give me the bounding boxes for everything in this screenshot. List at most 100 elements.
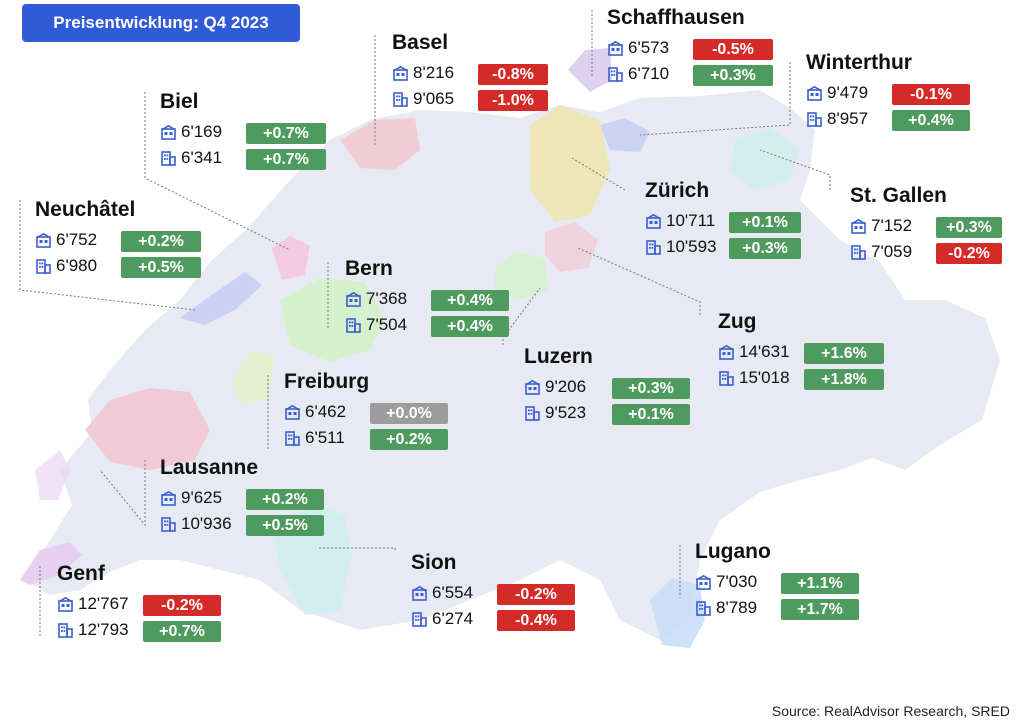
city-name: Winterthur xyxy=(806,51,912,74)
apartment-row: 6'554 xyxy=(411,582,473,604)
apartment-price: 6'752 xyxy=(56,230,98,249)
region-biel xyxy=(272,236,310,280)
city-name: Genf xyxy=(57,562,105,585)
city-lugano: Lugano 7'030 8'789 +1.1% +1.7% xyxy=(695,539,859,623)
city-name: Freiburg xyxy=(284,370,370,393)
city-name: Neuchâtel xyxy=(35,198,136,221)
house-row: 10'936 xyxy=(160,513,258,535)
city-bern: Bern 7'368 7'504 +0.4% +0.4% xyxy=(345,256,509,340)
apartment-change-badge: +0.4% xyxy=(431,290,509,311)
city-basel: Basel 8'216 9'065 -0.8% -1.0% xyxy=(392,30,548,114)
region-basel xyxy=(340,118,420,170)
apartment-icon xyxy=(607,40,624,57)
apartment-price: 7'152 xyxy=(871,216,913,235)
source-note: Source: RealAdvisor Research, SRED xyxy=(771,703,1010,719)
house-icon xyxy=(160,150,177,167)
apartment-change-badge: -0.2% xyxy=(497,584,575,605)
house-price: 7'059 xyxy=(871,242,913,261)
region-stgallen xyxy=(730,128,800,190)
apartment-row: 6'573 xyxy=(607,37,745,59)
apartment-price: 10'711 xyxy=(666,211,716,230)
region-zug xyxy=(545,222,598,272)
city-winterthur: Winterthur 9'479 8'957 -0.1% +0.4% xyxy=(806,50,970,134)
apartment-icon xyxy=(411,585,428,602)
house-change-badge: +1.8% xyxy=(804,369,884,390)
city-name: Basel xyxy=(392,31,449,54)
region-genf-upper xyxy=(35,450,70,500)
region-bern xyxy=(280,278,385,362)
apartment-row: 12'767 xyxy=(57,593,129,615)
house-change-badge: +0.3% xyxy=(693,65,773,86)
house-icon xyxy=(392,91,409,108)
city-name: Sion xyxy=(411,551,457,574)
city-zug: Zug 14'631 15'018 +1.6% +1.8% xyxy=(718,309,884,393)
house-price: 10'936 xyxy=(181,514,232,533)
apartment-row: 9'625 xyxy=(160,487,258,509)
apartment-change-badge: +0.7% xyxy=(246,123,326,144)
apartment-change-badge: +0.2% xyxy=(121,231,201,252)
house-change-badge: +0.4% xyxy=(431,316,509,337)
house-row: 8'957 xyxy=(806,108,912,130)
house-icon xyxy=(345,317,362,334)
house-row: 9'065 xyxy=(392,88,454,110)
apartment-icon xyxy=(524,379,541,396)
house-change-badge: +0.7% xyxy=(246,149,326,170)
apartment-icon xyxy=(345,291,362,308)
house-row: 7'059 xyxy=(850,241,947,263)
apartment-icon xyxy=(392,65,409,82)
apartment-price: 6'169 xyxy=(181,122,223,141)
region-luzern xyxy=(495,252,548,300)
house-icon xyxy=(645,239,662,256)
apartment-change-badge: -0.2% xyxy=(143,595,221,616)
apartment-icon xyxy=(645,213,662,230)
apartment-price: 9'479 xyxy=(827,83,869,102)
house-icon xyxy=(57,622,74,639)
apartment-price: 8'216 xyxy=(413,63,455,82)
house-icon xyxy=(718,370,735,387)
house-icon xyxy=(284,430,301,447)
city-name: Luzern xyxy=(524,345,593,368)
house-price: 15'018 xyxy=(739,368,790,387)
house-price: 6'511 xyxy=(305,428,345,447)
apartment-change-badge: -0.8% xyxy=(478,64,548,85)
region-zuerich xyxy=(530,105,610,222)
apartment-change-badge: +0.1% xyxy=(729,212,801,233)
house-price: 7'504 xyxy=(366,315,408,334)
apartment-row: 9'206 xyxy=(524,376,593,398)
house-change-badge: -1.0% xyxy=(478,90,548,111)
city-name: Bern xyxy=(345,257,393,280)
apartment-icon xyxy=(718,344,735,361)
house-row: 15'018 xyxy=(718,367,790,389)
city-neuchatel: Neuchâtel 6'752 6'980 +0.2% +0.5% xyxy=(35,197,201,281)
house-icon xyxy=(524,405,541,422)
region-schaffhausen xyxy=(568,48,612,92)
city-biel: Biel 6'169 6'341 +0.7% +0.7% xyxy=(160,89,326,173)
house-icon xyxy=(695,600,712,617)
map-title: Preisentwicklung: Q4 2023 xyxy=(22,4,300,42)
apartment-row: 8'216 xyxy=(392,62,454,84)
house-price: 6'341 xyxy=(181,148,223,167)
city-lausanne: Lausanne 9'625 10'936 +0.2% +0.5% xyxy=(160,455,324,539)
house-price: 10'593 xyxy=(666,237,717,256)
city-stgallen: St. Gallen 7'152 7'059 +0.3% -0.2% xyxy=(850,183,1002,267)
house-icon xyxy=(160,516,177,533)
apartment-price: 14'631 xyxy=(739,342,790,361)
house-change-badge: -0.4% xyxy=(497,610,575,631)
house-price: 9'065 xyxy=(413,89,455,108)
city-name: Biel xyxy=(160,90,199,113)
apartment-price: 7'368 xyxy=(366,289,408,308)
house-price: 9'523 xyxy=(545,403,587,422)
house-price: 6'980 xyxy=(56,256,98,275)
apartment-price: 12'767 xyxy=(78,594,129,613)
apartment-price: 6'462 xyxy=(305,402,347,421)
city-name: Zürich xyxy=(645,179,710,202)
city-schaffhausen: Schaffhausen 6'573 6'710 -0.5% +0.3% xyxy=(607,5,773,89)
apartment-icon xyxy=(160,124,177,141)
city-sion: Sion 6'554 6'274 -0.2% -0.4% xyxy=(411,550,575,634)
house-change-badge: +0.4% xyxy=(892,110,970,131)
apartment-icon xyxy=(284,404,301,421)
region-neuchatel xyxy=(180,272,262,325)
apartment-row: 9'479 xyxy=(806,82,912,104)
apartment-row: 6'169 xyxy=(160,121,222,143)
apartment-icon xyxy=(57,596,74,613)
